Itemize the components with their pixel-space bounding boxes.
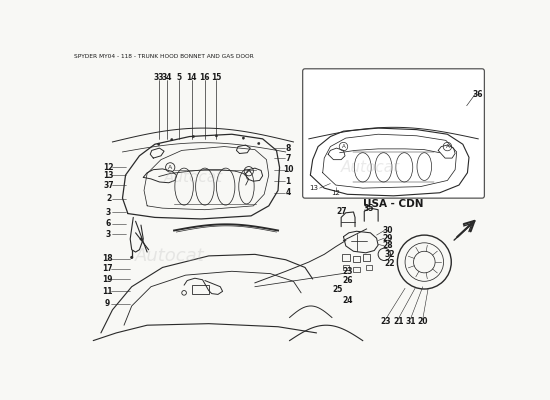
Text: 26: 26 [342, 276, 353, 285]
Text: 12: 12 [103, 163, 114, 172]
Text: 6: 6 [106, 219, 111, 228]
Text: 24: 24 [342, 296, 353, 305]
Text: 15: 15 [211, 73, 222, 82]
Text: 23: 23 [381, 317, 391, 326]
Circle shape [140, 238, 142, 240]
Bar [342, 254, 350, 260]
Circle shape [215, 135, 218, 137]
Text: 13: 13 [309, 185, 318, 191]
Circle shape [130, 256, 133, 259]
Text: A: A [168, 165, 172, 170]
Text: 20: 20 [417, 317, 428, 326]
Text: A: A [246, 169, 251, 174]
Circle shape [170, 138, 173, 141]
Bar [363, 254, 371, 260]
Bar [354, 268, 360, 272]
Text: 2: 2 [106, 194, 111, 204]
Text: 35: 35 [364, 204, 374, 213]
Text: 7: 7 [285, 154, 291, 163]
Text: 3: 3 [106, 230, 111, 239]
Circle shape [192, 135, 195, 138]
Bar [343, 265, 349, 270]
Text: A: A [446, 144, 449, 149]
Text: 13: 13 [103, 170, 114, 180]
Text: 18: 18 [102, 254, 112, 264]
Text: Autocat: Autocat [164, 170, 223, 185]
Text: 29: 29 [382, 234, 393, 243]
Text: 25: 25 [332, 285, 343, 294]
Text: 23: 23 [342, 267, 353, 276]
FancyBboxPatch shape [302, 69, 485, 198]
Text: 8: 8 [285, 144, 291, 153]
Text: 9: 9 [104, 299, 109, 308]
Text: 12: 12 [331, 190, 340, 196]
Text: 1: 1 [285, 177, 290, 186]
Text: 16: 16 [200, 73, 210, 82]
Text: 28: 28 [382, 241, 393, 250]
Bar [366, 265, 372, 270]
Text: 30: 30 [382, 226, 393, 235]
Text: Autocat: Autocat [341, 160, 400, 175]
Text: A: A [342, 144, 345, 149]
Text: 27: 27 [337, 207, 347, 216]
Text: 5: 5 [177, 73, 182, 82]
Text: 17: 17 [102, 264, 112, 274]
Text: 31: 31 [405, 317, 416, 326]
Circle shape [157, 143, 160, 146]
Bar [192, 285, 209, 294]
Text: 10: 10 [283, 165, 293, 174]
Bar [353, 256, 360, 262]
Text: 22: 22 [384, 259, 395, 268]
Circle shape [242, 137, 245, 139]
Text: 36: 36 [473, 90, 483, 99]
Text: 37: 37 [103, 180, 114, 190]
Text: 3: 3 [106, 208, 111, 216]
Text: USA - CDN: USA - CDN [364, 199, 424, 209]
Text: 21: 21 [393, 317, 403, 326]
Circle shape [257, 142, 260, 145]
Text: 34: 34 [162, 73, 172, 82]
Text: 33: 33 [153, 73, 164, 82]
Text: SPYDER MY04 - 118 - TRUNK HOOD BONNET AND GAS DOOR: SPYDER MY04 - 118 - TRUNK HOOD BONNET AN… [74, 54, 254, 59]
Text: 32: 32 [384, 250, 395, 259]
Text: 19: 19 [102, 274, 112, 284]
Text: 4: 4 [285, 188, 290, 197]
Text: Autocat: Autocat [135, 247, 205, 265]
Text: 14: 14 [186, 73, 197, 82]
Text: 11: 11 [102, 287, 112, 296]
